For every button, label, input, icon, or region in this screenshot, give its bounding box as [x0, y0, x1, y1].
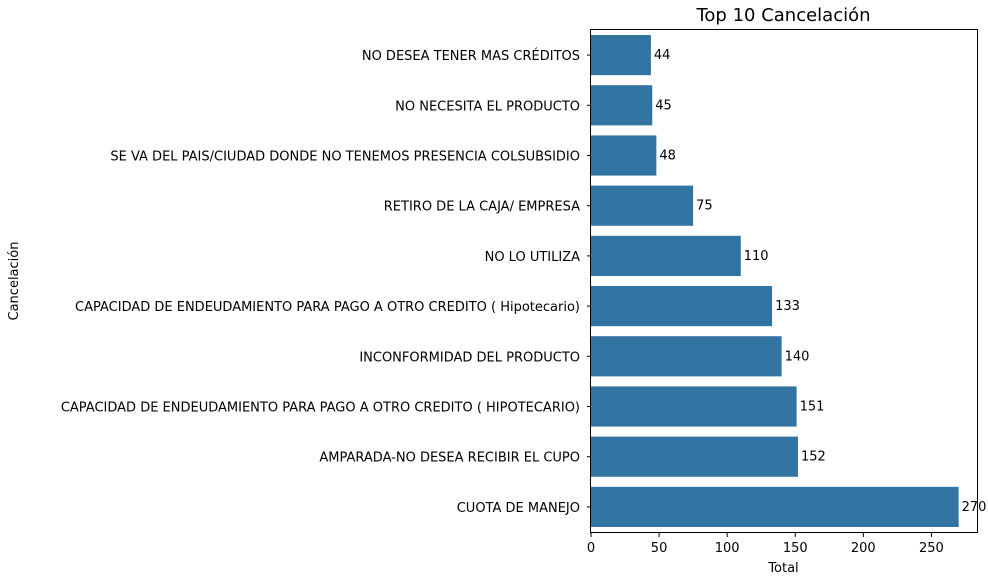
bar [591, 386, 797, 427]
data-label: 45 [655, 98, 672, 113]
data-labels: 44 45 48 75 110 133 140 151 152 270 [654, 48, 987, 515]
data-label: 75 [696, 199, 713, 214]
y-tick-label: NO LO UTILIZA [485, 250, 581, 265]
bar [591, 486, 959, 527]
x-axis: 0 50 100 150 200 250 [587, 532, 944, 556]
y-tick-labels: NO DESEA TENER MAS CRÉDITOS NO NECESITA E… [61, 48, 580, 516]
x-tick-label: 250 [919, 541, 944, 556]
data-label: 44 [654, 48, 671, 63]
bar [591, 185, 694, 226]
bar [591, 235, 741, 276]
x-tick-label: 50 [651, 541, 668, 556]
data-label: 110 [744, 249, 769, 264]
y-tick-label: CUOTA DE MANEJO [457, 501, 580, 516]
bar [591, 85, 653, 126]
y-tick-label: NO DESEA TENER MAS CRÉDITOS [362, 48, 580, 64]
x-axis-label: Total [767, 561, 798, 576]
y-tick-label: INCONFORMIDAD DEL PRODUCTO [359, 350, 580, 365]
data-label: 140 [785, 349, 810, 364]
y-tick-label: RETIRO DE LA CAJA/ EMPRESA [384, 200, 580, 215]
y-tick-label: AMPARADA-NO DESEA RECIBIR EL CUPO [319, 451, 580, 466]
bar [591, 35, 651, 76]
bar [591, 436, 798, 477]
data-label: 270 [962, 500, 987, 515]
data-label: 151 [800, 400, 825, 415]
plot-frame [590, 29, 978, 533]
chart-title: Top 10 Cancelación [695, 5, 870, 26]
x-tick-label: 0 [587, 541, 595, 556]
bar [591, 286, 773, 327]
bar [591, 135, 657, 176]
bar [591, 336, 782, 377]
x-tick-label: 200 [851, 541, 876, 556]
y-axis-label: Cancelación [7, 242, 22, 321]
x-tick-label: 150 [783, 541, 808, 556]
data-label: 133 [775, 299, 800, 314]
y-tick-label: CAPACIDAD DE ENDEUDAMIENTO PARA PAGO A O… [75, 300, 580, 315]
y-tick-label: NO NECESITA EL PRODUCTO [395, 99, 580, 114]
data-label: 152 [801, 450, 826, 465]
y-tick-label: SE VA DEL PAIS/CIUDAD DONDE NO TENEMOS P… [110, 150, 580, 165]
data-label: 48 [659, 149, 676, 164]
x-tick-label: 100 [715, 541, 740, 556]
y-tick-label: CAPACIDAD DE ENDEUDAMIENTO PARA PAGO A O… [61, 401, 580, 416]
bars-group [591, 35, 959, 527]
